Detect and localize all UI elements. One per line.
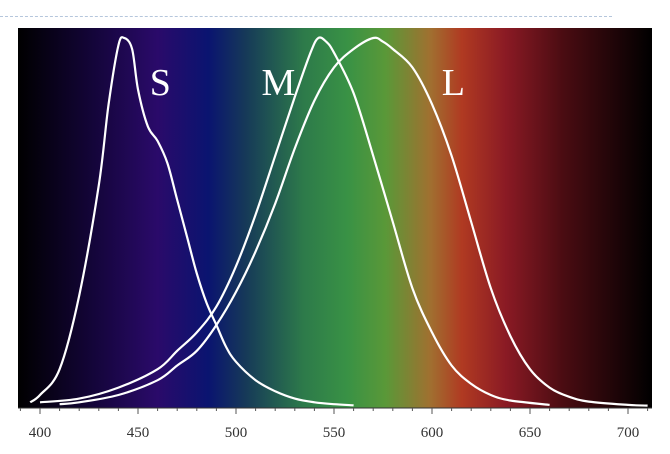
curve-label-l: L — [442, 62, 465, 104]
tick-label-700: 700 — [617, 425, 640, 441]
x-axis-ticks — [19, 408, 649, 414]
header-dashed-rule — [0, 16, 612, 17]
tick-label-450: 450 — [127, 425, 150, 441]
curves-layer — [29, 36, 648, 407]
spectrum-background — [18, 28, 652, 408]
curve-label-m: M — [262, 62, 296, 104]
tick-label-600: 600 — [421, 425, 444, 441]
curve-m — [39, 36, 550, 406]
curve-l — [59, 36, 648, 407]
curve-s — [29, 36, 354, 407]
x-axis-tick-labels: 400 450 500 550 600 650 700 — [29, 425, 640, 441]
tick-label-650: 650 — [519, 425, 542, 441]
tick-label-550: 550 — [323, 425, 346, 441]
tick-label-500: 500 — [225, 425, 248, 441]
tick-label-400: 400 — [29, 425, 52, 441]
curve-label-s: S — [150, 62, 171, 104]
